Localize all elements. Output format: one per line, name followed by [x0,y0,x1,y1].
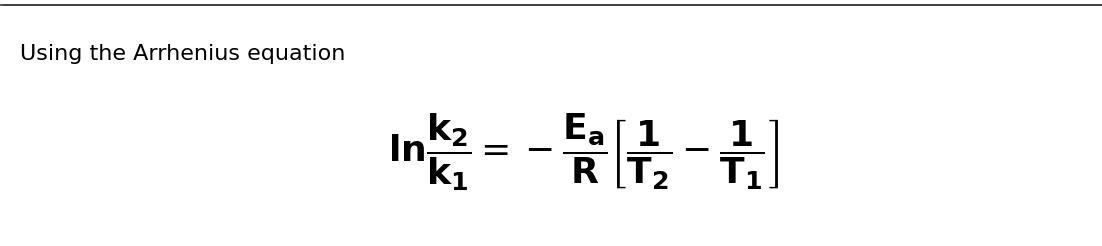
Text: Using the Arrhenius equation: Using the Arrhenius equation [20,44,345,64]
Text: $\mathbf{ln}\dfrac{\mathbf{k_2}}{\mathbf{k_1}} = -\dfrac{\mathbf{E_a}}{\mathbf{R: $\mathbf{ln}\dfrac{\mathbf{k_2}}{\mathbf… [388,112,780,193]
